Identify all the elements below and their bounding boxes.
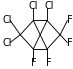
Text: Cl: Cl — [29, 1, 38, 11]
Text: Cl: Cl — [45, 1, 54, 11]
Text: Cl: Cl — [2, 16, 12, 26]
Text: F: F — [31, 58, 36, 68]
Text: F: F — [46, 58, 52, 68]
Text: F: F — [67, 38, 72, 48]
Text: F: F — [67, 16, 72, 26]
Text: Cl: Cl — [2, 38, 12, 48]
